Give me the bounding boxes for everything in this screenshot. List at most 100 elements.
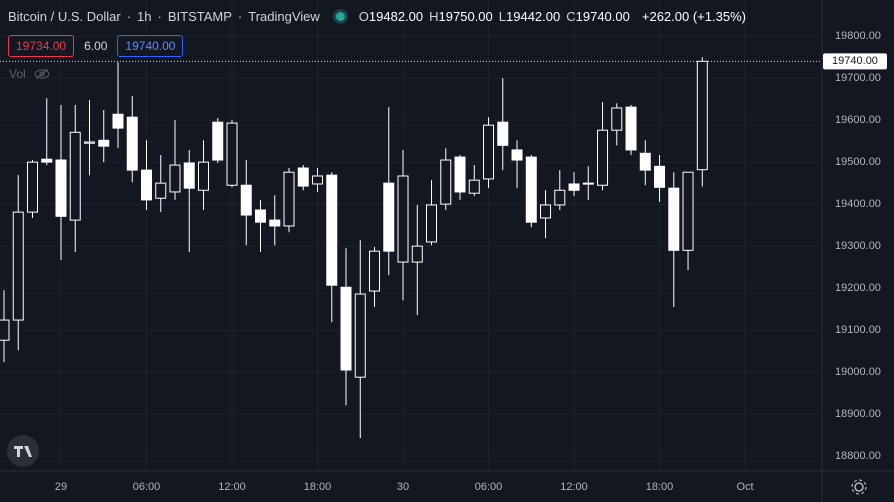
y-tick-label: 19200.00	[835, 282, 881, 294]
candle-body	[312, 175, 324, 185]
candle-body	[554, 189, 566, 206]
bid[interactable]: 19734.00	[8, 35, 75, 57]
candle-body	[354, 293, 366, 378]
candles	[0, 57, 708, 439]
candle-body	[69, 131, 81, 221]
candle-body	[568, 183, 580, 191]
change: +262.00 (+1.35%)	[641, 9, 746, 24]
candle-body	[468, 179, 480, 194]
x-tick-label: 29	[55, 481, 67, 493]
x-tick-label: 18:00	[646, 481, 674, 493]
status-dot	[335, 12, 345, 21]
candle-body	[269, 219, 281, 227]
candle-body	[397, 175, 409, 263]
header: Bitcoin / U.S. Dollar · 1h · BITSTAMP · Tra…	[8, 9, 752, 24]
y-tick-label: 19800.00	[835, 30, 881, 42]
ohlc: O 19482.00 H 19750.00 L 19442.00 C 19740.00	[359, 9, 636, 24]
candle-body	[682, 171, 694, 251]
spread: 6.00	[84, 39, 108, 53]
y-tick-label: 19700.00	[835, 72, 881, 84]
candle-body	[668, 187, 680, 251]
y-tick-label: 19500.00	[835, 156, 881, 168]
candle-body	[26, 161, 38, 213]
candle-body	[426, 204, 438, 243]
candle-body	[41, 158, 53, 163]
x-tick-label: Oct	[736, 481, 753, 493]
candle-body	[98, 139, 110, 147]
last-price-box	[823, 53, 887, 70]
ohlc-label: L	[498, 9, 507, 24]
x-tick-label: 12:00	[218, 481, 246, 493]
candle-body	[597, 129, 609, 186]
candle-body	[112, 113, 124, 129]
bid-ask: 19734.00 6.00 19740.00	[8, 35, 184, 57]
candle-body	[582, 182, 594, 185]
ohlc-value: 19740.00	[575, 9, 630, 24]
candle-body	[625, 106, 637, 151]
candle-body	[511, 149, 523, 161]
ohlc-value: 19442.00	[506, 9, 561, 24]
ohlc-value: 19482.00	[368, 9, 424, 24]
volume-row: Vol	[9, 67, 50, 81]
candle-body	[340, 286, 352, 371]
logo	[7, 435, 39, 467]
candle-body	[240, 184, 252, 216]
candle-body	[454, 156, 466, 193]
candle-body	[255, 209, 267, 223]
candle-body	[540, 204, 552, 219]
candle-body	[155, 182, 167, 199]
candle-body	[525, 156, 537, 223]
volume-label: Vol	[9, 67, 26, 81]
candle-body	[326, 174, 338, 286]
candle-body	[283, 171, 295, 227]
y-tick-label: 19600.00	[835, 114, 881, 126]
candle-body	[369, 250, 381, 292]
interval: 1h	[137, 9, 152, 24]
source: TradingView	[248, 9, 320, 24]
candle-body	[383, 182, 395, 252]
ask[interactable]: 19740.00	[117, 35, 184, 57]
candle-body	[440, 159, 452, 205]
candle-body	[141, 169, 153, 201]
candle-body	[83, 141, 95, 144]
x-tick-label: 06:00	[475, 481, 503, 493]
settings-icon[interactable]	[851, 479, 867, 495]
candle-body	[654, 165, 666, 188]
y-tick-label: 19300.00	[835, 240, 881, 252]
exchange: BITSTAMP	[167, 9, 232, 24]
y-tick-label: 19000.00	[835, 366, 881, 378]
candle-body	[212, 121, 224, 161]
candle-body	[12, 211, 24, 321]
ohlc-label: H	[429, 9, 439, 24]
grid	[0, 0, 822, 470]
candle-body	[183, 162, 195, 189]
ohlc-value: 19750.00	[438, 9, 493, 24]
ohlc-label: C	[566, 9, 576, 24]
candle-body	[483, 124, 495, 180]
candle-body	[226, 122, 238, 186]
y-tick-label: 19100.00	[835, 324, 881, 336]
candle-body	[696, 60, 708, 171]
y-tick-label: 19400.00	[835, 198, 881, 210]
y-tick-label: 18900.00	[835, 408, 881, 420]
candle-body	[297, 167, 309, 187]
symbol: Bitcoin / U.S. Dollar	[8, 9, 121, 24]
last-price-label: 19740.00	[832, 55, 878, 67]
candle-body	[611, 107, 623, 131]
x-tick-label: 30	[397, 481, 409, 493]
hide-icon[interactable]	[34, 68, 50, 80]
candle-body	[0, 319, 10, 341]
candle-body	[411, 245, 423, 263]
candle-body	[639, 152, 651, 171]
candle-body	[198, 161, 210, 191]
ohlc-label: O	[358, 9, 369, 24]
x-tick-label: 18:00	[304, 481, 332, 493]
y-tick-label: 18800.00	[835, 450, 881, 462]
candle-body	[169, 164, 181, 193]
candle-body	[55, 159, 67, 217]
sep: ·	[126, 9, 132, 24]
sep: ·	[237, 9, 243, 24]
sep: ·	[157, 9, 162, 24]
